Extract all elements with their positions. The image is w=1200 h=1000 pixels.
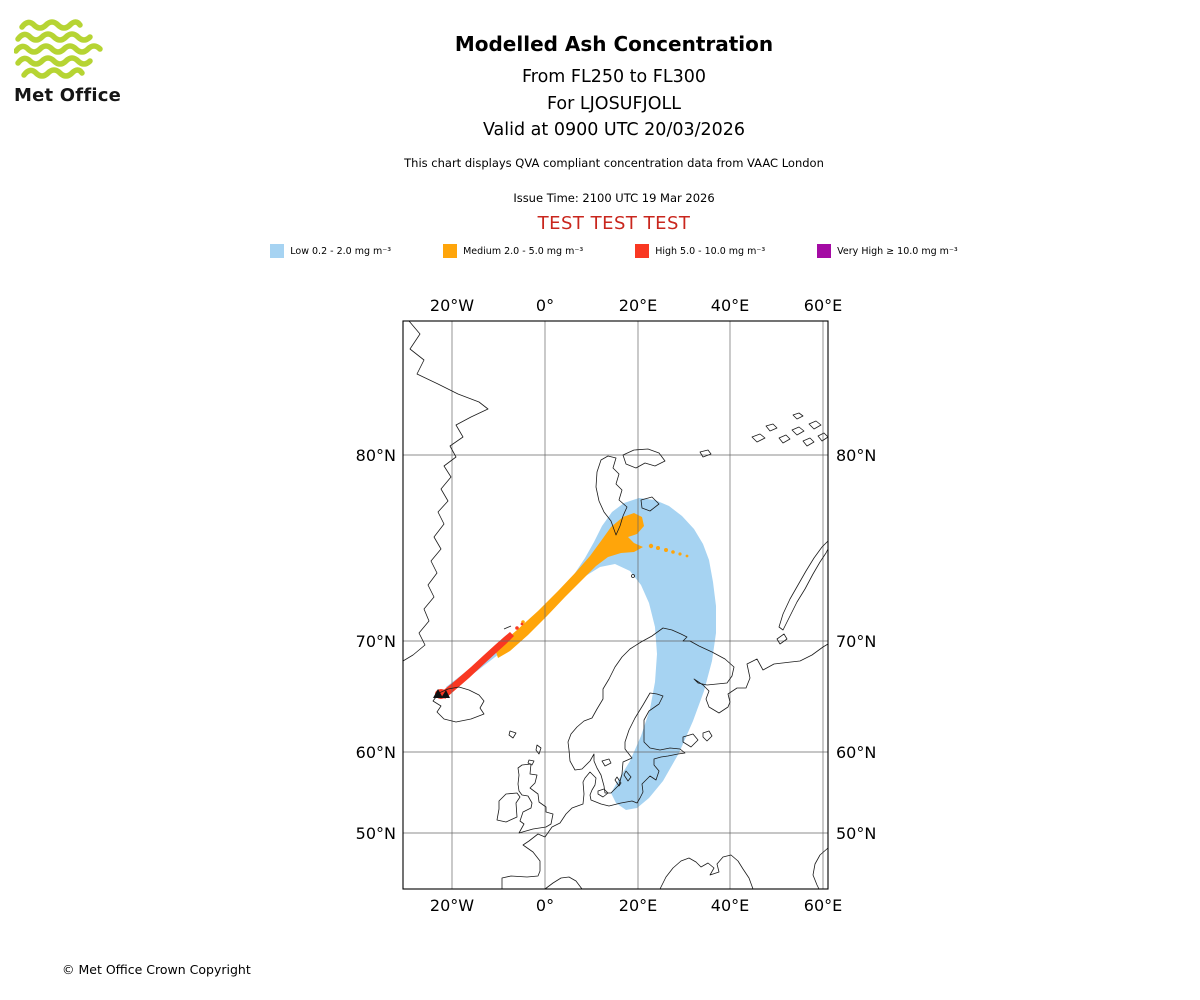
legend-swatch-medium [443, 244, 458, 258]
volcano-name: For LJOSUFJOLL [546, 93, 681, 114]
grid-lines [403, 321, 828, 889]
ash-plume-high [435, 622, 524, 699]
x-tick-bottom-20e: 20°E [619, 896, 657, 915]
y-tick-right-80n: 80°N [836, 446, 876, 465]
x-tick-top-60e: 60°E [804, 296, 842, 315]
y-tick-right-60n: 60°N [836, 743, 876, 762]
y-axis-left-labels: 80°N 70°N 60°N 50°N [356, 446, 396, 843]
legend-item-medium: Medium 2.0 - 5.0 mg m⁻³ [443, 244, 583, 258]
map-frame [402, 320, 829, 890]
x-axis-top-labels: 20°W 0° 20°E 40°E 60°E [430, 296, 842, 315]
legend-swatch-high [635, 244, 650, 258]
y-tick-left-60n: 60°N [356, 743, 396, 762]
x-tick-top-20e: 20°E [619, 296, 657, 315]
x-tick-top-20w: 20°W [430, 296, 474, 315]
x-tick-bottom-20w: 20°W [430, 896, 474, 915]
coastlines [402, 320, 829, 890]
compliance-note: This chart displays QVA compliant concen… [404, 155, 824, 170]
y-tick-left-50n: 50°N [356, 824, 396, 843]
title-block: Modelled Ash Concentration From FL250 to… [28, 32, 1200, 234]
met-office-logo: Met Office [14, 16, 134, 106]
legend-item-low: Low 0.2 - 2.0 mg m⁻³ [270, 244, 391, 258]
x-tick-bottom-40e: 40°E [711, 896, 749, 915]
issue-time: Issue Time: 2100 UTC 19 Mar 2026 [513, 190, 715, 205]
flight-levels: From FL250 to FL300 [521, 67, 707, 87]
volcano-marker [433, 689, 450, 698]
y-tick-right-70n: 70°N [836, 632, 876, 651]
y-axis-right-labels: 80°N 70°N 60°N 50°N [836, 446, 876, 843]
concentration-legend: Low 0.2 - 2.0 mg m⁻³ Medium 2.0 - 5.0 mg… [28, 244, 1200, 258]
legend-label-high: High 5.0 - 10.0 mg m⁻³ [655, 245, 766, 257]
legend-label-very-high: Very High ≥ 10.0 mg m⁻³ [837, 245, 958, 257]
legend-swatch-low [270, 244, 285, 258]
x-tick-top-40e: 40°E [711, 296, 749, 315]
met-office-logo-waves [14, 19, 103, 79]
map: 20°W 0° 20°E 40°E 60°E 20°W 0° 20°E 40°E… [356, 296, 877, 915]
x-axis-bottom-labels: 20°W 0° 20°E 40°E 60°E [430, 896, 842, 915]
y-tick-left-80n: 80°N [356, 446, 396, 465]
test-banner: TEST TEST TEST [537, 212, 691, 234]
legend-label-medium: Medium 2.0 - 5.0 mg m⁻³ [463, 245, 584, 257]
met-office-logo-text: Met Office [14, 85, 122, 106]
y-tick-left-70n: 70°N [356, 632, 396, 651]
legend-item-very-high: Very High ≥ 10.0 mg m⁻³ [817, 244, 958, 258]
y-tick-right-50n: 50°N [836, 824, 876, 843]
x-tick-top-0: 0° [536, 296, 554, 315]
chart-title: Modelled Ash Concentration [454, 32, 774, 56]
ash-plume-low [446, 498, 716, 810]
legend-item-high: High 5.0 - 10.0 mg m⁻³ [635, 244, 765, 258]
copyright-notice: © Met Office Crown Copyright [62, 962, 251, 977]
x-tick-bottom-0: 0° [536, 896, 554, 915]
valid-time: Valid at 0900 UTC 20/03/2026 [482, 120, 746, 140]
legend-swatch-very-high [817, 244, 832, 258]
ash-plume-medium [495, 513, 689, 658]
legend-label-low: Low 0.2 - 2.0 mg m⁻³ [290, 245, 392, 257]
x-tick-bottom-60e: 60°E [804, 896, 842, 915]
